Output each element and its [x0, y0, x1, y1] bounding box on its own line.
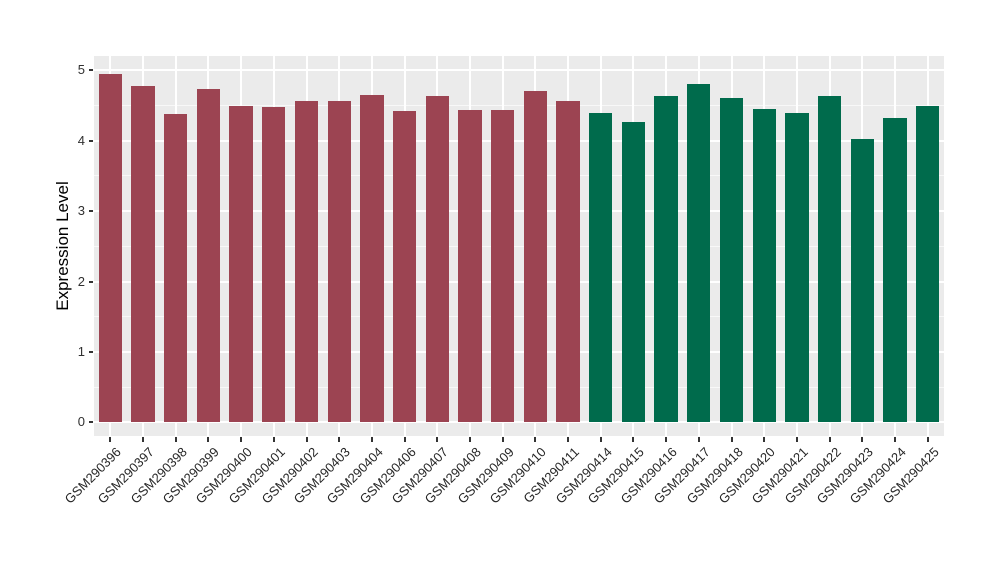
bar-GSM290409 [491, 109, 515, 423]
y-tick-label-2: 2 [77, 273, 85, 289]
gridline-major-y2 [94, 280, 944, 283]
y-tick-label-0: 0 [77, 414, 85, 430]
x-tick-mark-GSM290424 [893, 437, 896, 442]
x-tick-mark-GSM290407 [436, 437, 439, 442]
bar-GSM290406 [392, 111, 417, 423]
bar-GSM290396 [98, 73, 122, 423]
bar-GSM290411 [556, 101, 580, 423]
bar-GSM290422 [817, 96, 842, 423]
x-tick-mark-GSM290422 [828, 437, 831, 442]
bar-GSM290397 [131, 85, 155, 423]
x-tick-mark-GSM290421 [795, 437, 798, 442]
bar-GSM290399 [196, 89, 221, 423]
y-tick-mark-4 [89, 139, 93, 142]
gridline-major-y5 [94, 69, 944, 72]
bar-GSM290403 [327, 100, 351, 423]
y-tick-mark-0 [89, 421, 93, 424]
bar-GSM290400 [229, 105, 253, 423]
x-tick-mark-GSM290416 [665, 437, 668, 442]
bar-GSM290420 [752, 109, 776, 423]
x-tick-mark-GSM290403 [338, 437, 341, 442]
x-tick-mark-GSM290411 [567, 437, 570, 442]
bar-GSM290425 [916, 105, 940, 423]
y-tick-label-1: 1 [77, 343, 85, 359]
bar-GSM290423 [850, 138, 874, 423]
y-tick-label-3: 3 [77, 203, 85, 219]
y-tick-mark-2 [89, 280, 93, 283]
x-tick-mark-GSM290414 [599, 437, 602, 442]
bar-GSM290410 [523, 91, 547, 423]
gridline-major-y0 [94, 421, 944, 424]
x-tick-mark-GSM290404 [370, 437, 373, 442]
x-tick-mark-GSM290406 [403, 437, 406, 442]
bar-GSM290401 [262, 106, 286, 423]
bar-GSM290407 [425, 96, 449, 423]
bar-GSM290402 [294, 100, 319, 423]
x-tick-mark-GSM290398 [174, 437, 177, 442]
gridline-minor-y2.5 [94, 245, 944, 247]
plot-panel [94, 56, 944, 436]
bar-GSM290404 [360, 94, 384, 423]
x-tick-mark-GSM290420 [763, 437, 766, 442]
x-tick-mark-GSM290417 [697, 437, 700, 442]
gridline-minor-y0.5 [94, 386, 944, 388]
gridline-major-y3 [94, 210, 944, 213]
gridline-major-y4 [94, 139, 944, 142]
bar-GSM290416 [654, 95, 678, 423]
x-tick-mark-GSM290396 [109, 437, 112, 442]
x-tick-mark-GSM290400 [240, 437, 243, 442]
bar-GSM290398 [164, 113, 188, 423]
y-tick-label-4: 4 [77, 132, 85, 148]
gridline-major-y1 [94, 350, 944, 353]
gridline-minor-y3.5 [94, 175, 944, 177]
x-tick-mark-GSM290415 [632, 437, 635, 442]
gridline-minor-y4.5 [94, 105, 944, 106]
y-tick-mark-1 [89, 350, 93, 353]
bar-GSM290415 [621, 121, 646, 423]
bar-GSM290424 [883, 118, 907, 423]
x-tick-mark-GSM290425 [926, 437, 929, 442]
x-tick-mark-GSM290401 [272, 437, 275, 442]
y-tick-mark-3 [89, 210, 93, 213]
x-tick-mark-GSM290410 [534, 437, 537, 442]
y-axis-title: Expression Level [53, 181, 72, 311]
gridline-minor-y1.5 [94, 316, 944, 318]
x-tick-mark-GSM290409 [501, 437, 504, 442]
bar-GSM290414 [589, 112, 613, 423]
bar-GSM290421 [785, 112, 809, 423]
x-tick-mark-GSM290418 [730, 437, 733, 442]
bar-GSM290418 [719, 98, 744, 423]
y-tick-label-5: 5 [77, 62, 85, 78]
x-tick-mark-GSM290402 [305, 437, 308, 442]
x-tick-mark-GSM290423 [861, 437, 864, 442]
y-tick-mark-5 [89, 69, 93, 72]
x-tick-mark-GSM290397 [142, 437, 145, 442]
x-tick-mark-GSM290408 [468, 437, 471, 442]
bar-GSM290408 [458, 109, 482, 423]
x-tick-mark-GSM290399 [207, 437, 210, 442]
bar-GSM290417 [687, 84, 711, 423]
